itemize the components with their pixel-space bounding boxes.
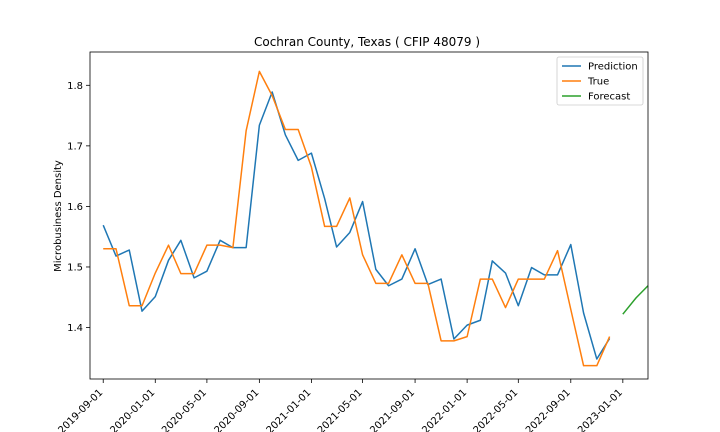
legend-label-prediction: Prediction	[588, 62, 638, 73]
y-axis: 1.4 1.5 1.6 1.7 1.8	[67, 81, 90, 334]
x-axis: 2019-09-01 2020-01-01 2020-05-01 2020-09-01…	[56, 379, 625, 432]
x-tick-label: 2022-01-01	[420, 387, 469, 432]
y-tick-label: 1.7	[67, 141, 83, 152]
x-tick-label: 2020-09-01	[213, 387, 262, 432]
x-tick-label: 2022-05-01	[472, 387, 521, 432]
y-tick-label: 1.8	[67, 81, 83, 92]
legend: Prediction True Forecast	[556, 56, 644, 106]
plot-frame	[89, 51, 649, 380]
y-tick-label: 1.6	[67, 202, 83, 213]
series-line-forecast	[622, 285, 649, 315]
legend-label-true: True	[587, 77, 609, 88]
series-line-true	[103, 70, 611, 367]
x-tick-label: 2019-09-01	[56, 387, 105, 432]
x-tick-label: 2021-09-01	[368, 387, 417, 432]
x-tick-label: 2021-05-01	[316, 387, 365, 432]
plot-series	[102, 70, 649, 367]
x-tick-label: 2020-01-01	[109, 387, 158, 432]
x-tick-label: 2021-01-01	[265, 387, 314, 432]
y-tick-label: 1.4	[67, 323, 83, 334]
x-tick-label: 2020-05-01	[160, 387, 209, 432]
y-tick-label: 1.5	[67, 262, 83, 273]
y-axis-label: Microbusiness Density	[53, 160, 64, 272]
x-tick-label: 2023-01-01	[576, 387, 625, 432]
legend-box	[556, 56, 644, 106]
x-tick-label: 2022-09-01	[524, 387, 573, 432]
legend-label-forecast: Forecast	[588, 92, 630, 103]
series-line-prediction	[102, 91, 611, 360]
chart-title: Cochran County, Texas ( CFIP 48079 )	[254, 35, 480, 49]
